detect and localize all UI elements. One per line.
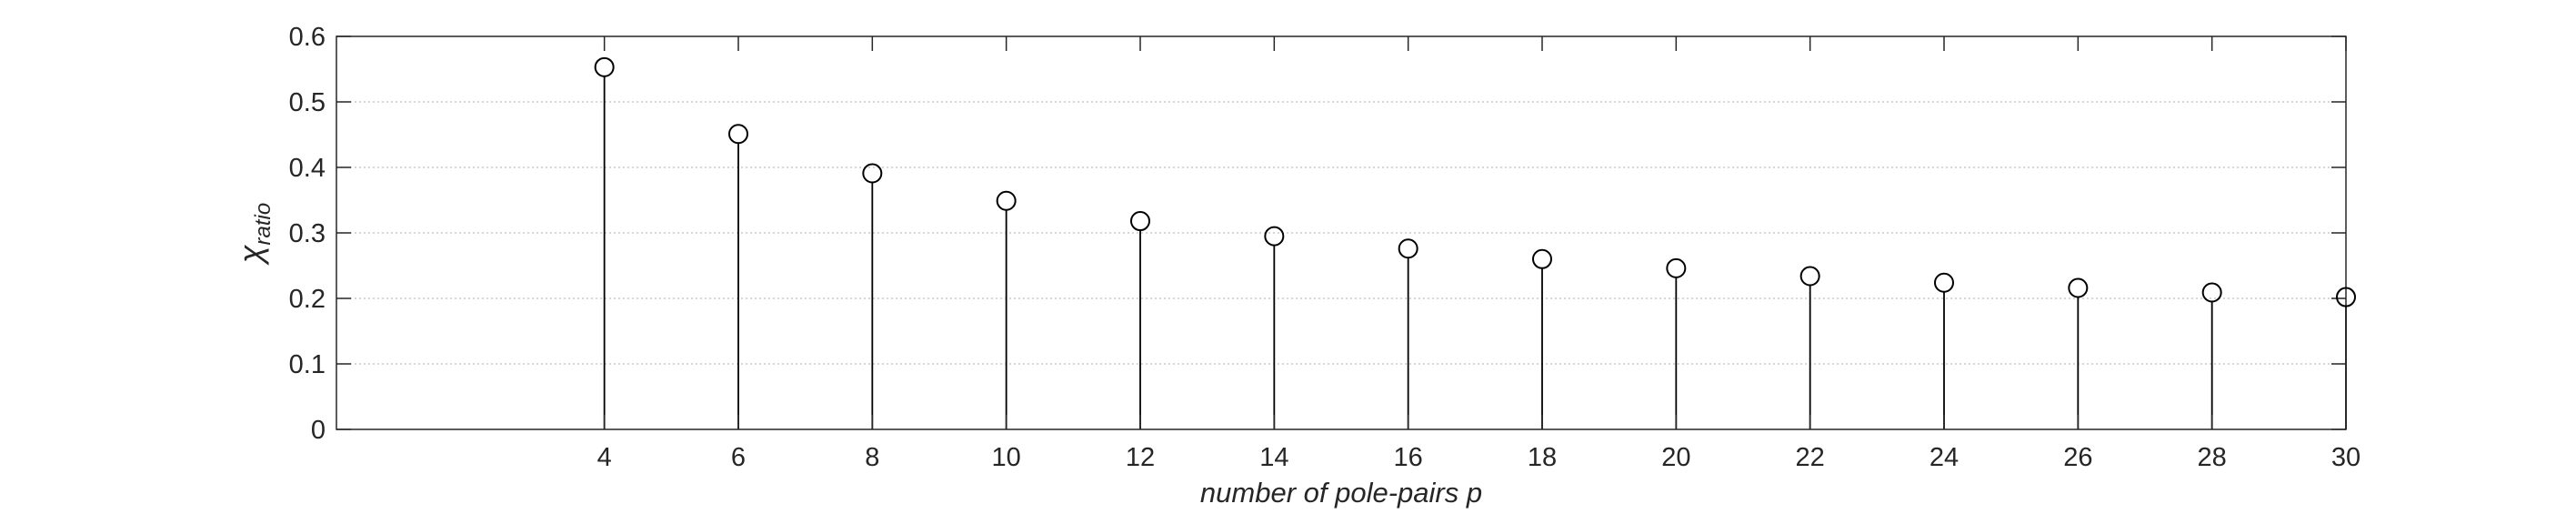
x-tick-label: 20 <box>1661 443 1690 472</box>
stem-marker <box>1398 238 1418 259</box>
stem-marker <box>2336 287 2356 307</box>
y-tick-label: 0.5 <box>289 88 326 117</box>
x-tick-label: 30 <box>2331 443 2360 472</box>
stem-marker <box>728 124 748 145</box>
stem-marker <box>1130 211 1150 232</box>
stem-marker <box>862 163 883 184</box>
stem-layer <box>603 76 2347 429</box>
marker-layer <box>594 56 2356 307</box>
x-tick-label: 24 <box>1929 443 1959 472</box>
x-axis-label: number of pole-pairs p <box>1200 477 1482 509</box>
y-axis-label-symbol: χ <box>232 244 269 266</box>
stem-marker <box>1799 266 1820 287</box>
x-tick-label: 16 <box>1394 443 1423 472</box>
y-axis-label-subscript: ratio <box>251 203 276 246</box>
stem-marker <box>1264 226 1285 247</box>
x-tick-label: 10 <box>992 443 1021 472</box>
y-tick-label: 0.2 <box>289 285 326 314</box>
y-tick-label: 0.3 <box>289 219 326 248</box>
tick-label-layer: 0 0.1 0.2 0.3 0.4 0.5 0.6 4 6 8 10 12 14 16 18 20 22 24 26… <box>289 23 2360 472</box>
x-tick-label: 26 <box>2063 443 2092 472</box>
stem-marker <box>1934 272 1954 293</box>
y-tick-label: 0.1 <box>289 350 326 379</box>
stem-marker <box>2201 282 2222 303</box>
y-tick-label: 0.6 <box>289 23 326 52</box>
y-tick-label: 0 <box>311 416 326 445</box>
stem-marker <box>594 56 615 77</box>
stem-marker <box>996 190 1017 211</box>
x-tick-label: 4 <box>597 443 612 472</box>
stem-marker <box>2068 277 2089 298</box>
stem-marker <box>1532 248 1552 269</box>
x-tick-label: 22 <box>1796 443 1825 472</box>
x-tick-label: 8 <box>865 443 879 472</box>
stem-marker <box>1666 257 1687 278</box>
y-axis-label: χratio <box>232 203 276 266</box>
x-tick-label: 18 <box>1528 443 1557 472</box>
x-tick-label: 12 <box>1126 443 1155 472</box>
y-tick-label: 0.4 <box>289 154 326 183</box>
x-tick-label: 28 <box>2198 443 2227 472</box>
x-tick-label: 6 <box>731 443 746 472</box>
x-tick-label: 14 <box>1259 443 1288 472</box>
grid-layer <box>336 101 2346 365</box>
tick-layer <box>336 35 2347 430</box>
